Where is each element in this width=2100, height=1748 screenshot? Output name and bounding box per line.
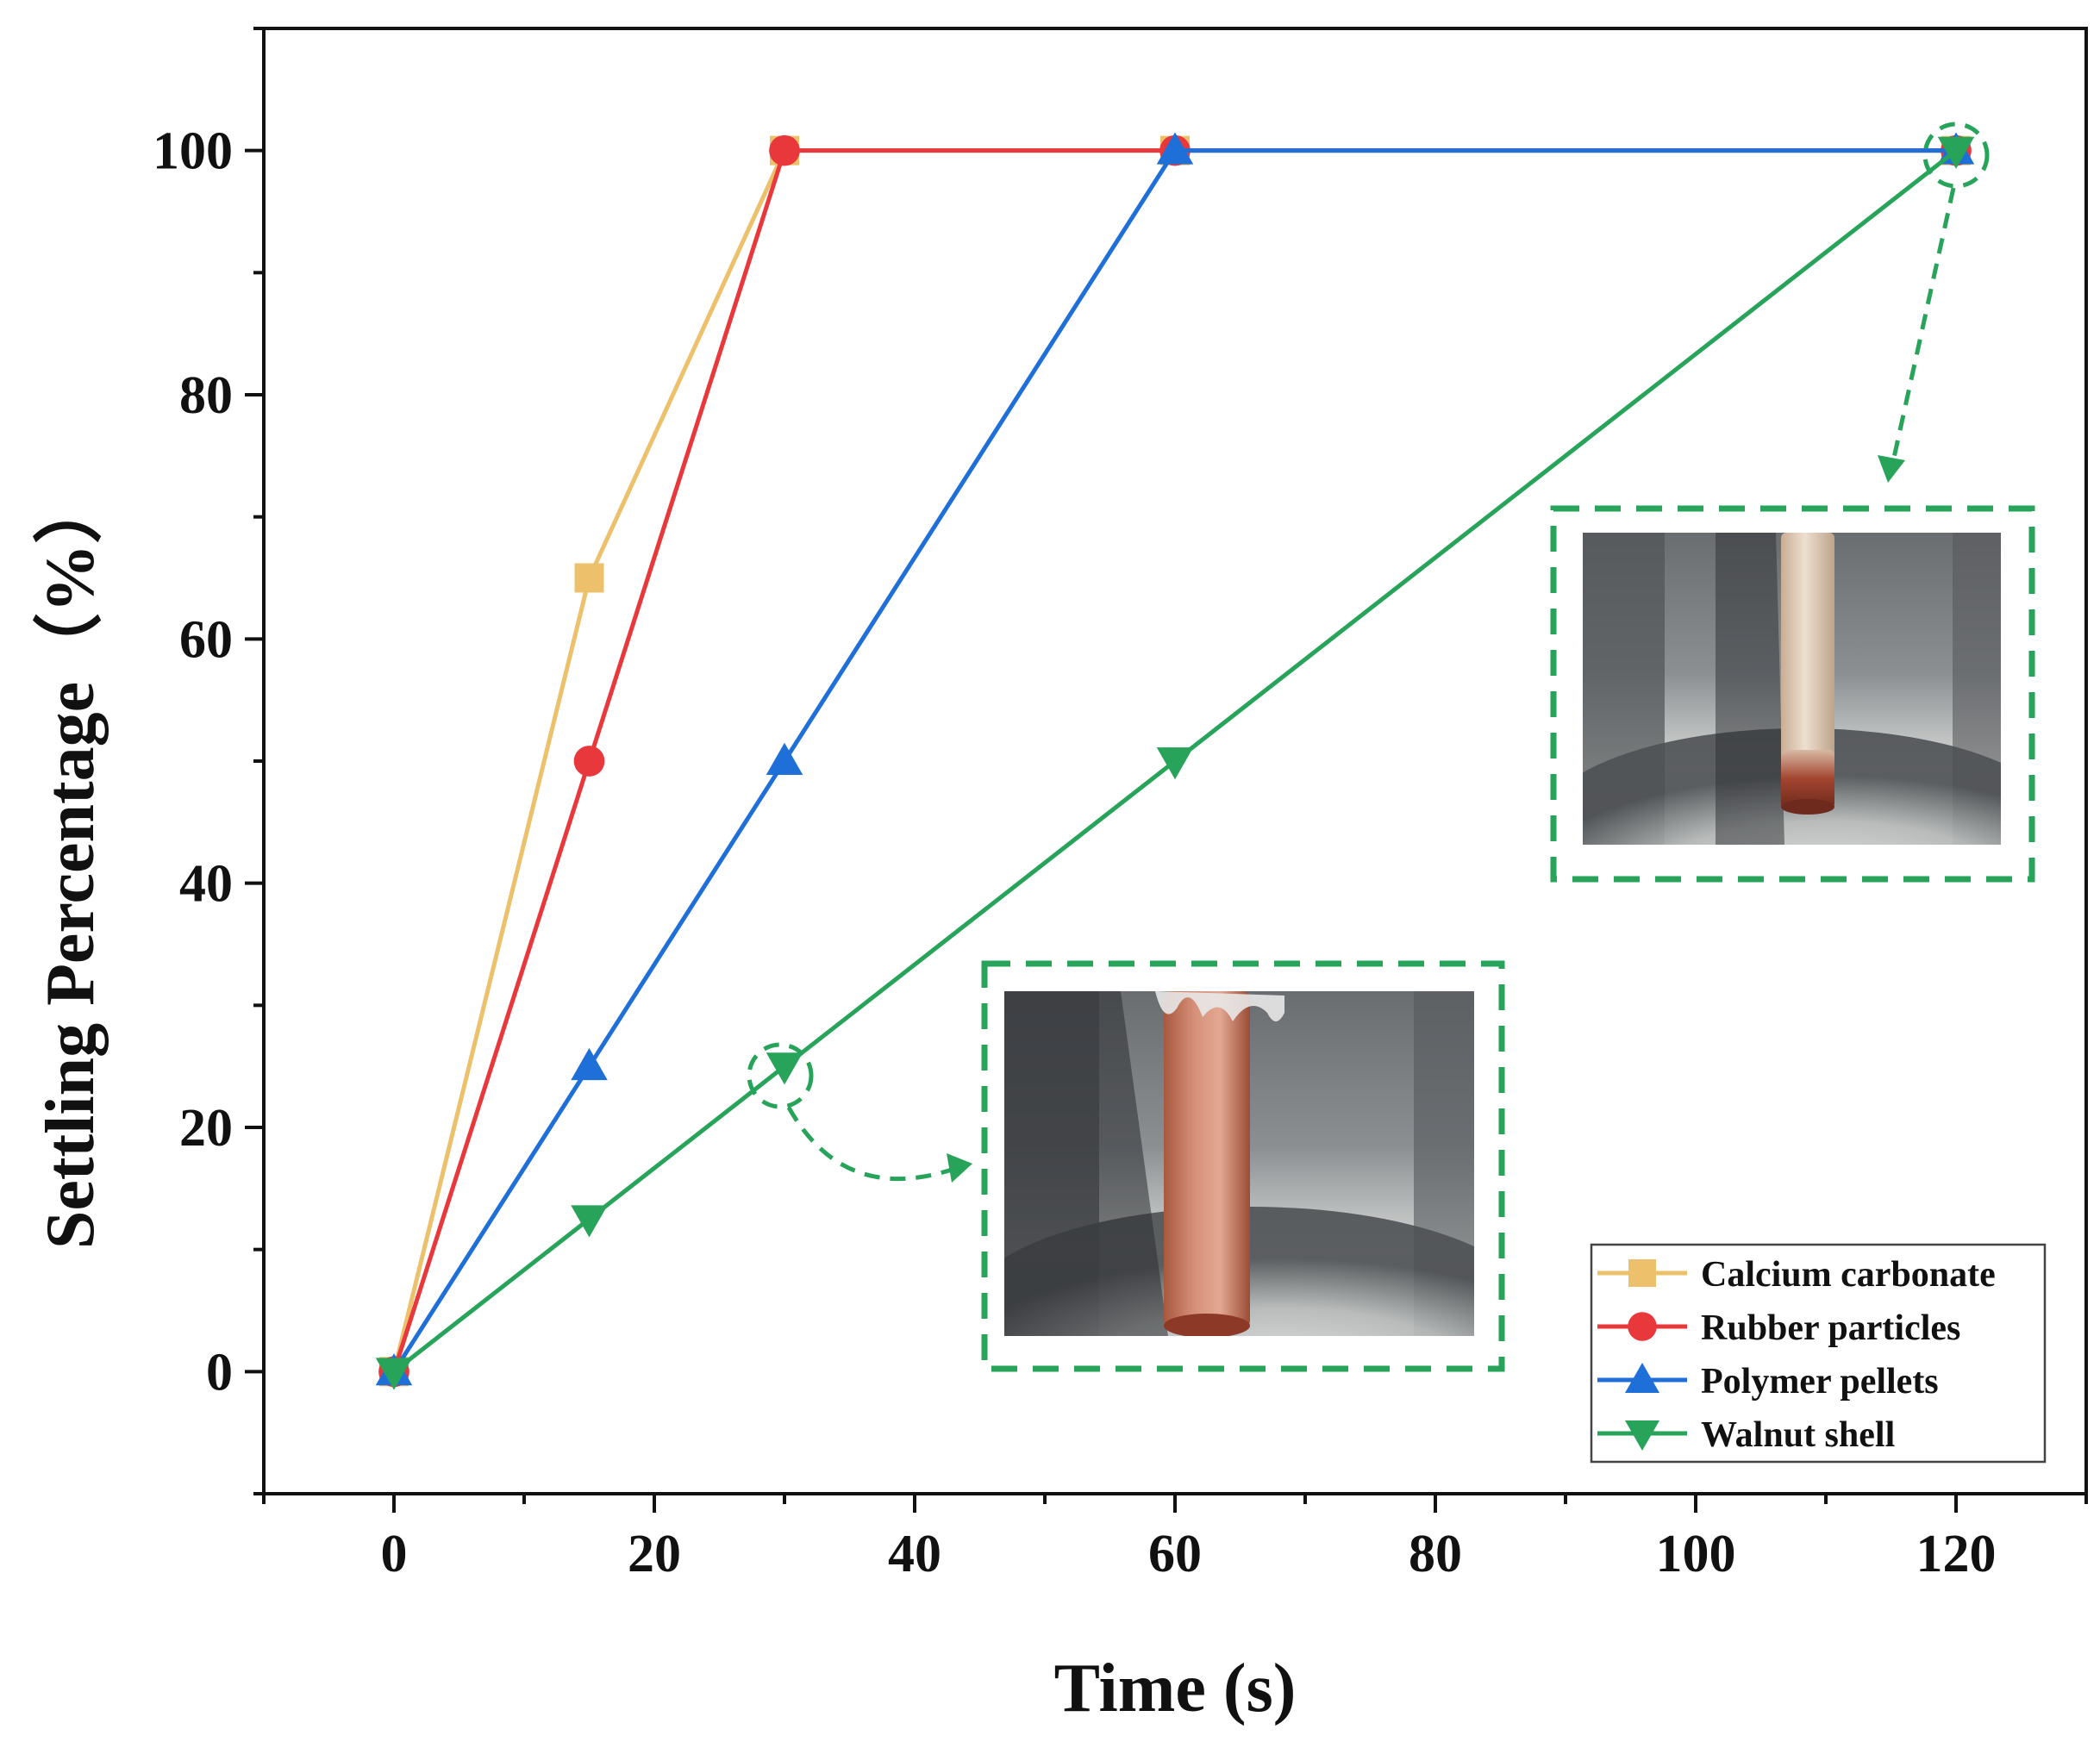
series-walnut-shell <box>375 136 1975 1390</box>
data-point <box>573 746 605 777</box>
x-tick-label: 0 <box>381 1525 408 1583</box>
legend-label: Walnut shell <box>1701 1415 1895 1455</box>
callout-30s <box>747 1042 958 1181</box>
inset-photo-30s <box>1004 991 1474 1336</box>
callout-circle-30s <box>747 1042 814 1109</box>
callout-circle-120s <box>1922 122 1990 189</box>
callout-arrow-30s <box>786 1106 958 1181</box>
y-tick-label: 80 <box>179 366 233 425</box>
x-tick-label: 120 <box>1916 1525 1997 1583</box>
legend-item: Rubber particles <box>1597 1308 1960 1348</box>
callout-arrow-120s <box>1890 187 1956 466</box>
legend-marker <box>1625 1363 1659 1393</box>
y-tick-label: 60 <box>179 610 233 669</box>
callout-120s <box>1890 122 1990 466</box>
y-tick-label: 20 <box>179 1099 233 1158</box>
legend-label: Rubber particles <box>1701 1308 1960 1348</box>
legend-label: Calcium carbonate <box>1701 1255 1996 1295</box>
data-point <box>571 1047 608 1081</box>
legend-marker <box>1628 1259 1656 1287</box>
callout-arrowhead-120s <box>1878 455 1905 483</box>
legend-item: Walnut shell <box>1597 1415 1895 1455</box>
y-tick-label: 100 <box>153 122 233 181</box>
data-point <box>375 1358 413 1390</box>
y-axis-title: Settling Percentage（%） <box>33 475 109 1249</box>
data-point <box>766 1052 803 1085</box>
legend-item: Polymer pellets <box>1597 1362 1939 1402</box>
x-tick-label: 80 <box>1409 1525 1462 1583</box>
inset-photo-120s <box>1583 533 2001 845</box>
series-layer <box>375 132 1975 1390</box>
y-tick-label: 0 <box>206 1343 233 1402</box>
x-tick-label: 40 <box>888 1525 941 1583</box>
data-point <box>1156 747 1194 780</box>
legend: Calcium carbonate Rubber particles Polymer… <box>1590 1243 2047 1464</box>
callout-arrowhead-30s <box>947 1153 972 1183</box>
x-tick-label: 20 <box>628 1525 681 1583</box>
x-axis-title: Time (s) <box>1054 1651 1297 1726</box>
x-tick-label: 100 <box>1656 1525 1736 1583</box>
x-tick-label: 60 <box>1148 1525 1202 1583</box>
photo-inset-30s <box>981 960 1505 1372</box>
data-point <box>1937 136 1975 169</box>
legend-item: Calcium carbonate <box>1597 1255 1996 1295</box>
legend-marker <box>1628 1312 1657 1341</box>
legend-marker <box>1625 1420 1659 1451</box>
legend-box <box>1590 1243 2047 1464</box>
legend-label: Polymer pellets <box>1701 1362 1939 1402</box>
data-point <box>769 134 800 166</box>
x-axis-ticks: 0 20 40 60 80 100 120 <box>262 1494 2088 1583</box>
y-tick-label: 40 <box>179 855 233 914</box>
data-point <box>1156 132 1194 165</box>
y-axis-ticks: 0 20 40 60 80 100 <box>153 27 264 1495</box>
inset-frame-30s <box>981 960 1505 1372</box>
data-point <box>571 1205 608 1238</box>
inset-frame-120s <box>1550 505 2035 883</box>
data-point <box>574 563 604 593</box>
data-point <box>766 742 803 775</box>
photo-inset-120s <box>1550 505 2035 883</box>
